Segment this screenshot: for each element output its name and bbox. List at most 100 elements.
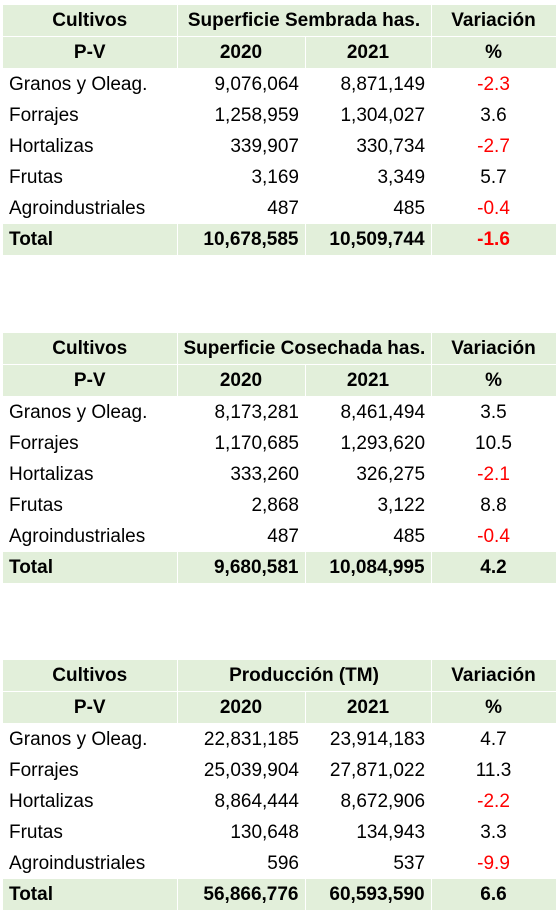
cell-2020: 2,868	[251, 495, 299, 516]
table-header-row: Cultivos Producción (TM) Variación	[3, 660, 557, 692]
subheader-year-2021: 2021	[305, 36, 432, 69]
cell-variacion: -2.2	[477, 791, 510, 812]
table-header-row: Cultivos Superficie Sembrada has. Variac…	[3, 5, 557, 37]
cell-variacion: 4.7	[480, 729, 507, 750]
table-row: Frutas 130,648 134,943 3.3	[3, 817, 556, 848]
cell-2021: 1,293,620	[340, 433, 426, 454]
cell-2021: 27,871,022	[329, 760, 426, 781]
total-variacion: 6.6	[431, 879, 557, 910]
cell-2021: 537	[393, 853, 426, 874]
subheader-year-2020: 2020	[177, 36, 306, 69]
cell-2020: 3,169	[251, 167, 299, 188]
subheader-percent: %	[431, 36, 557, 69]
row-label: Frutas	[9, 495, 63, 516]
row-label: Agroindustriales	[9, 198, 146, 219]
table-superficie-sembrada: Cultivos Superficie Sembrada has. Variac…	[3, 5, 557, 255]
table-row: Frutas 2,868 3,122 8.8	[3, 490, 556, 521]
row-label: Granos y Oleag.	[9, 402, 148, 423]
table-row: Agroindustriales 487 485 -0.4	[3, 193, 556, 224]
cell-2020: 1,258,959	[214, 105, 299, 126]
row-label: Agroindustriales	[9, 853, 146, 874]
subheader-pv: P-V	[3, 364, 178, 397]
row-label: Hortalizas	[9, 791, 94, 812]
cell-2020: 25,039,904	[203, 760, 299, 781]
cell-2020: 487	[267, 526, 299, 547]
total-2021: 60,593,590	[305, 879, 432, 910]
total-variacion: 4.2	[431, 552, 557, 583]
total-row: Total 10,678,585 10,509,744 -1.6	[3, 224, 557, 255]
row-label: Hortalizas	[9, 464, 94, 485]
table-row: Frutas 3,169 3,349 5.7	[3, 162, 556, 193]
header-variacion: Variación	[431, 5, 557, 37]
table-row: Forrajes 1,258,959 1,304,027 3.6	[3, 100, 556, 131]
cell-2021: 8,461,494	[340, 402, 426, 423]
cell-2020: 1,170,685	[214, 433, 299, 454]
total-label: Total	[3, 224, 178, 255]
cell-2020: 339,907	[230, 136, 299, 157]
cell-2021: 23,914,183	[329, 729, 426, 750]
header-variacion: Variación	[431, 333, 557, 365]
table-produccion: Cultivos Producción (TM) Variación P-V 2…	[3, 660, 557, 910]
total-2020: 9,680,581	[177, 552, 306, 583]
cell-2021: 3,122	[377, 495, 426, 516]
subheader-percent: %	[431, 691, 557, 724]
total-row: Total 9,680,581 10,084,995 4.2	[3, 552, 557, 583]
row-label: Granos y Oleag.	[9, 74, 148, 95]
cell-2021: 1,304,027	[340, 105, 426, 126]
header-variacion: Variación	[431, 660, 557, 692]
cell-2020: 9,076,064	[214, 74, 299, 95]
table-row: Hortalizas 333,260 326,275 -2.1	[3, 459, 556, 490]
subheader-year-2021: 2021	[305, 364, 432, 397]
cell-2021: 485	[393, 526, 426, 547]
cell-2021: 134,943	[356, 822, 426, 843]
table-subheader-row: P-V 2020 2021 %	[3, 691, 557, 724]
cell-variacion: 3.5	[480, 402, 507, 423]
table-row: Agroindustriales 596 537 -9.9	[3, 848, 556, 879]
cell-2021: 8,871,149	[340, 74, 426, 95]
row-label: Granos y Oleag.	[9, 729, 148, 750]
table-row: Granos y Oleag. 8,173,281 8,461,494 3.5	[3, 397, 556, 429]
cell-variacion: -2.7	[477, 136, 510, 157]
cell-variacion: 5.7	[480, 167, 507, 188]
total-row: Total 56,866,776 60,593,590 6.6	[3, 879, 557, 910]
cell-2020: 596	[267, 853, 299, 874]
cell-variacion: 3.6	[480, 105, 507, 126]
table-row: Hortalizas 8,864,444 8,672,906 -2.2	[3, 786, 556, 817]
table-subheader-row: P-V 2020 2021 %	[3, 36, 557, 69]
table-superficie-cosechada: Cultivos Superficie Cosechada has. Varia…	[3, 333, 557, 583]
total-2021: 10,084,995	[305, 552, 432, 583]
row-label: Agroindustriales	[9, 526, 146, 547]
subheader-pv: P-V	[3, 36, 178, 69]
header-title: Superficie Sembrada has.	[177, 5, 432, 37]
row-label: Forrajes	[9, 433, 79, 454]
header-cultivos: Cultivos	[3, 333, 178, 365]
cell-2020: 487	[267, 198, 299, 219]
table-row: Forrajes 25,039,904 27,871,022 11.3	[3, 755, 556, 786]
cell-variacion: 8.8	[480, 495, 507, 516]
subheader-year-2021: 2021	[305, 691, 432, 724]
table-subheader-row: P-V 2020 2021 %	[3, 364, 557, 397]
total-2020: 10,678,585	[177, 224, 306, 255]
total-2020: 56,866,776	[177, 879, 306, 910]
cell-2020: 22,831,185	[203, 729, 299, 750]
subheader-percent: %	[431, 364, 557, 397]
header-title: Producción (TM)	[177, 660, 432, 692]
total-2021: 10,509,744	[305, 224, 432, 255]
cell-2021: 330,734	[356, 136, 426, 157]
header-cultivos: Cultivos	[3, 5, 178, 37]
cell-variacion: -0.4	[477, 198, 510, 219]
cell-2021: 326,275	[356, 464, 426, 485]
table-row: Granos y Oleag. 22,831,185 23,914,183 4.…	[3, 724, 556, 756]
total-label: Total	[3, 552, 178, 583]
header-cultivos: Cultivos	[3, 660, 178, 692]
subheader-year-2020: 2020	[177, 691, 306, 724]
cell-variacion: -9.9	[477, 853, 510, 874]
cell-variacion: -2.1	[477, 464, 510, 485]
subheader-pv: P-V	[3, 691, 178, 724]
cell-variacion: -2.3	[477, 74, 510, 95]
table-header-row: Cultivos Superficie Cosechada has. Varia…	[3, 333, 557, 365]
row-label: Forrajes	[9, 760, 79, 781]
cell-2021: 3,349	[377, 167, 426, 188]
row-label: Forrajes	[9, 105, 79, 126]
table-row: Hortalizas 339,907 330,734 -2.7	[3, 131, 556, 162]
